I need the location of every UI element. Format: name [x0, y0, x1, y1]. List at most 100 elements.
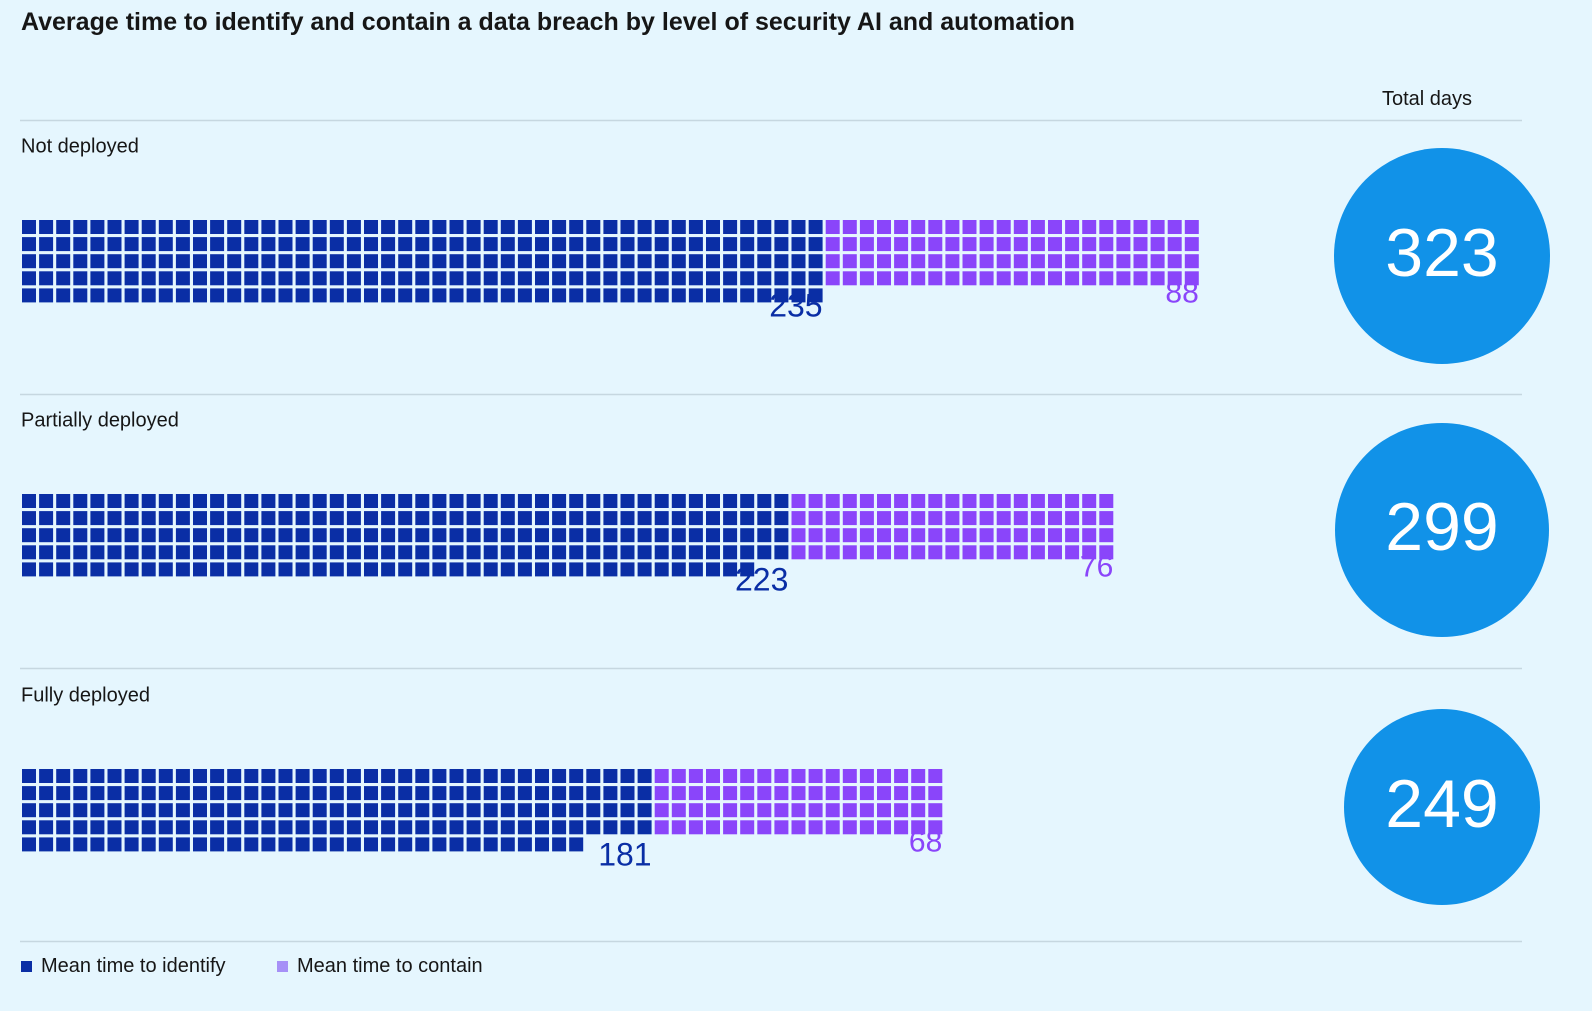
identify-square — [740, 545, 755, 560]
identify-square — [364, 271, 378, 286]
identify-square — [261, 562, 276, 577]
identify-square — [569, 237, 584, 252]
identify-square — [483, 254, 498, 269]
identify-square — [415, 545, 430, 560]
contain-square — [842, 271, 857, 286]
identify-square — [398, 545, 413, 560]
identify-square — [706, 288, 720, 303]
identify-square — [500, 511, 515, 526]
identify-square — [193, 511, 207, 526]
identify-square — [193, 288, 207, 303]
identify-square — [278, 803, 293, 818]
identify-square — [193, 786, 207, 801]
contain-square — [1030, 237, 1045, 252]
contain-square — [825, 528, 840, 543]
identify-square — [73, 837, 88, 852]
contain-square — [979, 511, 994, 526]
identify-square — [312, 220, 327, 234]
identify-square — [158, 254, 173, 269]
identify-square — [552, 511, 567, 526]
contain-square — [928, 254, 943, 269]
contain-square — [1048, 528, 1062, 543]
identify-square — [415, 769, 430, 783]
identify-square — [706, 271, 720, 286]
identify-square — [535, 562, 549, 577]
identify-square — [432, 271, 447, 286]
identify-square — [261, 237, 276, 252]
contain-square — [962, 494, 977, 508]
identify-square — [381, 511, 396, 526]
identify-square — [449, 288, 464, 303]
identify-square — [141, 254, 156, 269]
identify-square — [671, 237, 686, 252]
identify-square — [73, 528, 88, 543]
contain-square — [859, 803, 874, 818]
contain-square — [1133, 271, 1148, 286]
contain-square — [911, 528, 926, 543]
identify-square — [620, 786, 635, 801]
identify-square — [364, 562, 378, 577]
contain-square — [1030, 528, 1045, 543]
identify-square — [398, 254, 413, 269]
identify-square — [398, 511, 413, 526]
identify-square — [671, 220, 686, 234]
identify-square — [569, 220, 584, 234]
identify-square — [466, 288, 481, 303]
contain-square — [1013, 545, 1028, 560]
identify-square — [22, 511, 36, 526]
identify-square — [740, 528, 755, 543]
identify-square — [22, 528, 36, 543]
identify-square — [381, 271, 396, 286]
identify-square — [22, 820, 36, 835]
contain-square — [894, 271, 909, 286]
identify-square — [56, 562, 71, 577]
contain-square — [1116, 220, 1131, 234]
contain-square — [1065, 528, 1080, 543]
identify-square — [620, 494, 635, 508]
identify-square — [39, 288, 54, 303]
identify-square — [791, 271, 806, 286]
identify-square — [329, 562, 344, 577]
identify-square — [586, 220, 601, 234]
identify-square — [466, 820, 481, 835]
contain-square — [1048, 254, 1062, 269]
identify-square — [466, 237, 481, 252]
contain-square — [1184, 237, 1199, 252]
identify-square — [706, 545, 720, 560]
identify-square — [757, 494, 772, 508]
identify-square — [39, 528, 54, 543]
identify-square — [193, 837, 207, 852]
identify-square — [483, 494, 498, 508]
identify-square — [586, 528, 601, 543]
identify-square — [603, 820, 618, 835]
contain-square — [1030, 254, 1045, 269]
identify-square — [740, 511, 755, 526]
contain-square — [671, 803, 686, 818]
total-circle-0 — [1334, 148, 1550, 364]
identify-square — [586, 494, 601, 508]
identify-square — [90, 494, 105, 508]
contain-square — [688, 769, 703, 783]
contain-square — [740, 769, 755, 783]
identify-square — [158, 820, 173, 835]
identify-square — [552, 288, 567, 303]
contain-square — [1065, 271, 1080, 286]
identify-square — [688, 271, 703, 286]
identify-square — [124, 220, 139, 234]
identify-square — [210, 803, 225, 818]
identify-square — [757, 545, 772, 560]
identify-square — [22, 786, 36, 801]
contain-square — [962, 511, 977, 526]
identify-square — [278, 837, 293, 852]
identify-square — [227, 803, 242, 818]
contain-square — [825, 494, 840, 508]
contain-square — [1133, 237, 1148, 252]
identify-square — [56, 288, 71, 303]
identify-square — [329, 271, 344, 286]
contain-square — [757, 786, 772, 801]
identify-square — [295, 803, 310, 818]
identify-square — [175, 786, 190, 801]
contain-square — [996, 271, 1011, 286]
identify-square — [210, 254, 225, 269]
contain-square — [842, 786, 857, 801]
